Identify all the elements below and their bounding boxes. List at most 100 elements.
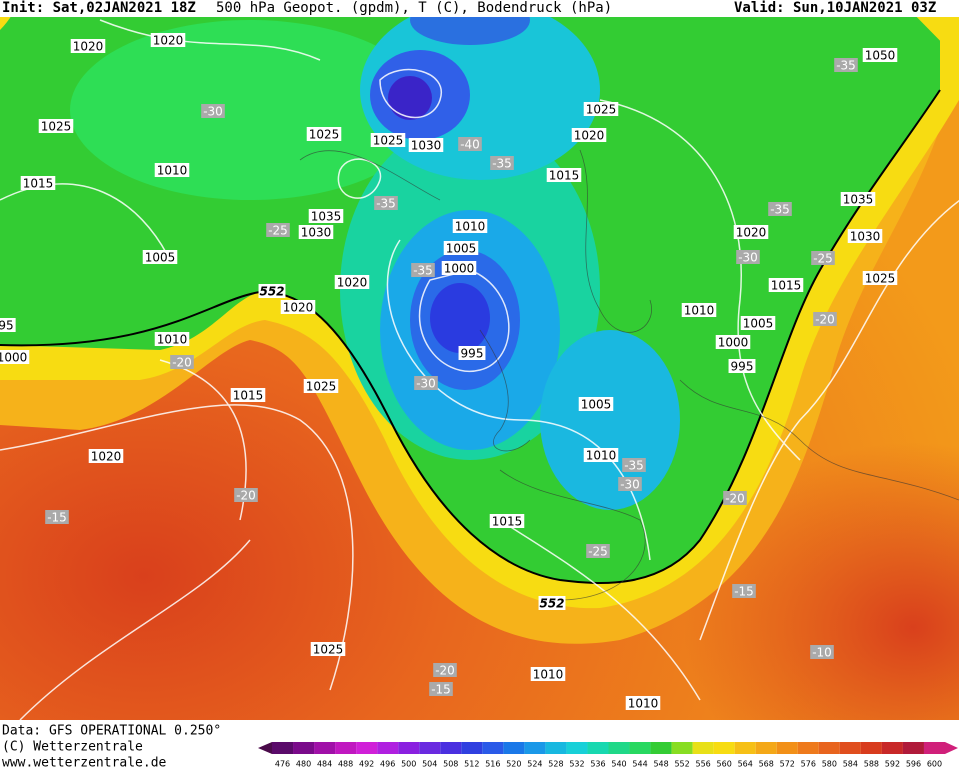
pressure-label-box: [571, 128, 607, 142]
pressure-label: 1015: [768, 278, 804, 293]
pressure-label-box: [452, 219, 488, 233]
scale-swatch: [734, 742, 756, 754]
pressure-label-box: [728, 359, 756, 373]
pressure-label-text: 1000: [718, 336, 749, 350]
pressure-label-box: [150, 33, 186, 47]
pressure-label-box: [583, 448, 619, 462]
scale-swatch: [482, 742, 504, 754]
temperature-label-text: -15: [431, 683, 451, 697]
temperature-label-box: [201, 104, 225, 118]
temperature-label-text: -30: [620, 478, 640, 492]
scale-swatch: [671, 742, 693, 754]
pressure-label-box: [303, 379, 339, 393]
temperature-label: -35: [834, 58, 858, 73]
temperature-label-text: -35: [413, 264, 433, 278]
temperature-label-text: -35: [376, 197, 396, 211]
pressure-label-text: 1015: [233, 389, 264, 403]
geopotential-label: 552: [258, 284, 286, 299]
pressure-label-text: 1010: [586, 449, 617, 463]
scale-swatch: [881, 742, 903, 754]
geopotential-label-text: 552: [259, 285, 284, 299]
scale-tick-label: 520: [506, 760, 521, 769]
geopotential-label-box: [258, 284, 286, 298]
pressure-label-box: [546, 168, 582, 182]
pressure-label-text: 1010: [684, 304, 715, 318]
pressure-label-box: [280, 300, 316, 314]
scale-tick-label: 516: [485, 760, 500, 769]
pressure-label: 1050: [862, 48, 898, 63]
pressure-label-text: 1025: [309, 128, 340, 142]
temperature-label-box: [736, 250, 760, 264]
temperature-label-text: -20: [725, 492, 745, 506]
scale-swatch: [650, 742, 672, 754]
pressure-label: 1015: [546, 168, 582, 183]
scale-tick-label: 532: [569, 760, 584, 769]
map-background: [0, 0, 959, 721]
temperature-label: -35: [622, 458, 646, 473]
temperature-label-box: [266, 223, 290, 237]
scale-tick-label: 580: [822, 760, 837, 769]
pressure-label-text: 1010: [157, 333, 188, 347]
pressure-label: 1030: [408, 138, 444, 153]
pressure-label-box: [20, 176, 56, 190]
pressure-label-text: 1035: [311, 210, 342, 224]
pressure-label-box: [298, 225, 334, 239]
pressure-label-text: 1010: [455, 220, 486, 234]
temperature-label-text: -15: [734, 585, 754, 599]
pressure-label-text: 1025: [306, 380, 337, 394]
scale-tick-label: 592: [885, 760, 900, 769]
pressure-label-text: 1030: [850, 230, 881, 244]
pressure-label: 1025: [303, 379, 339, 394]
pressure-label-box: [740, 316, 776, 330]
scale-tick-label: 548: [653, 760, 668, 769]
pressure-label-box: [0, 318, 16, 332]
pressure-label-text: 995: [461, 347, 484, 361]
pressure-label: 1025: [370, 133, 406, 148]
scale-tick-label: 576: [801, 760, 816, 769]
pressure-label: 1010: [681, 303, 717, 318]
pressure-label: 1000: [441, 261, 477, 276]
pressure-label-box: [847, 229, 883, 243]
pressure-label-box: [38, 119, 74, 133]
pressure-label-box: [443, 241, 479, 255]
geopotential-label-text: 552: [539, 597, 564, 611]
temperature-label: -35: [374, 196, 398, 211]
pressure-label-box: [0, 350, 30, 364]
temperature-label-box: [586, 544, 610, 558]
pressure-label: 1000: [715, 335, 751, 350]
temperature-label: -35: [411, 263, 435, 278]
pressure-label-text: 1015: [492, 515, 523, 529]
temperature-label: -30: [736, 250, 760, 265]
pressure-label: 1015: [230, 388, 266, 403]
scale-tick-label: 584: [843, 760, 858, 769]
scale-swatch: [776, 742, 798, 754]
scale-tick-label: 496: [380, 760, 395, 769]
temperature-label: -20: [433, 663, 457, 678]
copyright: (C) Wetterzentrale: [2, 740, 143, 755]
scale-swatch: [755, 742, 777, 754]
init-time: Init: Sat,02JAN2021 18Z: [2, 0, 196, 16]
pressure-label: 1010: [530, 667, 566, 682]
pressure-label-text: 1015: [771, 279, 802, 293]
temperature-label-text: -10: [812, 646, 832, 660]
pressure-label: 1020: [571, 128, 607, 143]
temperature-label-text: -35: [770, 203, 790, 217]
scale-tick-label: 600: [927, 760, 942, 769]
scale-swatch: [356, 742, 378, 754]
scale-tick-label: 536: [590, 760, 605, 769]
temperature-label: -30: [201, 104, 225, 119]
pressure-label-text: 1035: [843, 193, 874, 207]
pressure-label-box: [308, 209, 344, 223]
temperature-label-text: -40: [460, 138, 480, 152]
temperature-label-text: -20: [236, 489, 256, 503]
pressure-label-text: 1005: [581, 398, 612, 412]
temperature-label-text: -30: [416, 377, 436, 391]
temperature-label: -30: [414, 376, 438, 391]
pressure-label-text: 1025: [41, 120, 72, 134]
scale-swatch: [923, 742, 945, 754]
pressure-label-text: 1030: [301, 226, 332, 240]
scale-swatch: [440, 742, 462, 754]
pressure-label: 1025: [306, 127, 342, 142]
pressure-label: 1020: [70, 39, 106, 54]
pressure-label: 1025: [862, 271, 898, 286]
